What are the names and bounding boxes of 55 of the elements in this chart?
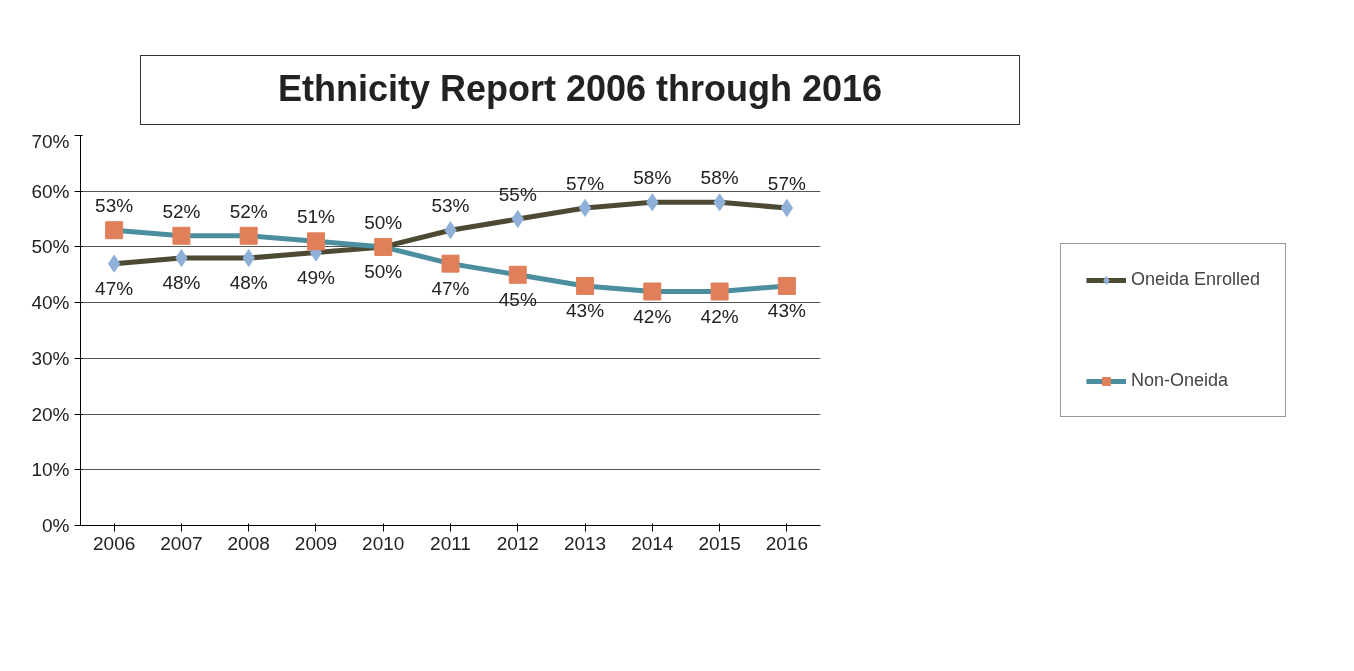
legend-label: Non-Oneida — [1130, 370, 1229, 391]
y-tick-label: 10% — [31, 459, 70, 481]
data-label: 42% — [633, 305, 672, 327]
y-tick-label: 60% — [31, 180, 70, 202]
point — [780, 198, 794, 217]
x-tick-label: 2006 — [93, 532, 136, 554]
point — [239, 226, 258, 245]
data-label: 57% — [767, 172, 806, 194]
x-tick-label: 2015 — [698, 532, 741, 554]
legend-label: Oneida Enrolled — [1130, 269, 1261, 290]
x-tick-label: 2008 — [227, 532, 270, 554]
point — [105, 221, 124, 240]
data-label: 42% — [700, 305, 739, 327]
data-label: 51% — [296, 206, 336, 228]
data-label: 43% — [566, 299, 605, 321]
y-tick-label: 0% — [42, 515, 70, 536]
x-tick-label: 2010 — [362, 532, 405, 554]
x-tick-label: 2014 — [631, 532, 674, 554]
y-tick-label: 30% — [31, 347, 70, 369]
data-label: 43% — [767, 299, 806, 321]
x-tick-label: 2009 — [294, 532, 338, 554]
x-tick-label: 2012 — [496, 532, 539, 554]
y-tick-label: 40% — [31, 292, 70, 314]
data-label: 49% — [296, 266, 336, 288]
point — [107, 254, 121, 273]
data-label: 52% — [229, 200, 268, 222]
data-label: 58% — [633, 167, 672, 189]
point — [777, 276, 796, 295]
x-tick-label: 2011 — [430, 532, 471, 554]
data-label: 47% — [431, 277, 470, 299]
point — [710, 282, 729, 301]
chart-title: Ethnicity Report 2006 through 2016 — [277, 67, 883, 111]
point — [172, 226, 191, 245]
data-label: 53% — [95, 195, 134, 217]
data-label: 48% — [229, 272, 268, 294]
y-tick-label: 50% — [31, 236, 70, 258]
data-label: 52% — [162, 200, 201, 222]
x-tick-label: 2007 — [160, 532, 203, 554]
point — [306, 232, 325, 251]
data-label: 50% — [364, 211, 403, 233]
data-label: 50% — [364, 260, 403, 282]
data-label: 53% — [431, 195, 470, 217]
y-tick-label: 20% — [31, 403, 70, 425]
x-tick-label: 2013 — [563, 532, 607, 554]
x-tick-label: 2016 — [765, 532, 809, 554]
y-tick-label: 70% — [31, 130, 70, 152]
data-label: 48% — [162, 272, 201, 294]
point — [441, 254, 460, 273]
point — [643, 282, 662, 301]
point — [508, 265, 527, 284]
data-label: 57% — [566, 172, 605, 194]
data-label: 47% — [95, 277, 134, 299]
data-label: 58% — [700, 167, 739, 189]
point — [576, 276, 595, 295]
point — [578, 198, 592, 217]
